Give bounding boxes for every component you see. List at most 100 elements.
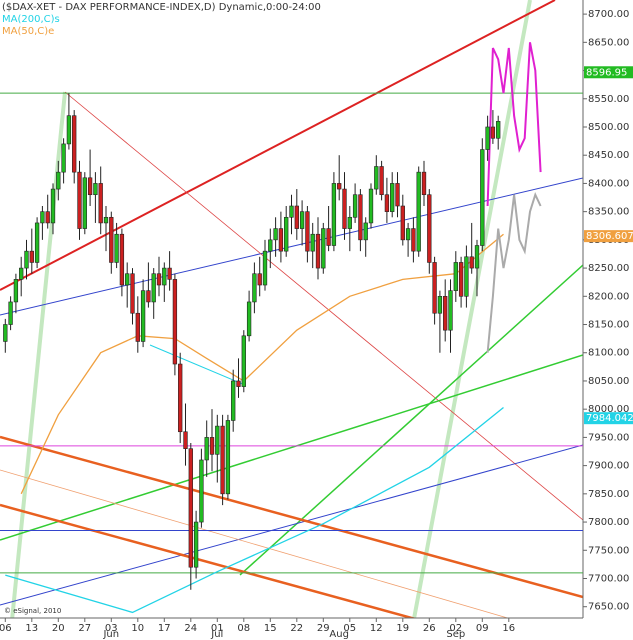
x-tick-label: 09 <box>476 623 489 634</box>
x-tick-label: 24 <box>184 623 197 634</box>
candle-body <box>485 126 490 150</box>
candle-body <box>278 228 284 252</box>
y-tick-label: 8650.00 <box>588 37 629 48</box>
series-line <box>5 406 504 614</box>
candle-body <box>82 177 87 229</box>
candle-body <box>8 301 13 325</box>
x-tick-label: 19 <box>396 623 409 634</box>
candle-body <box>474 245 480 269</box>
month-label: Jul <box>210 629 223 640</box>
candle-body <box>421 171 427 196</box>
price-marker <box>584 66 633 79</box>
chart-title: ($DAX-XET - DAX PERFORMANCE-INDEX,D) Dyn… <box>2 2 321 13</box>
candle-body <box>321 228 326 269</box>
candle-body <box>262 250 268 286</box>
candle-body <box>61 143 66 173</box>
x-tick-label: 10 <box>131 623 144 634</box>
candle-body <box>140 290 146 342</box>
trendline <box>0 354 583 541</box>
x-tick-label: 20 <box>52 623 65 634</box>
trendline <box>10 91 67 618</box>
candle-body <box>448 290 453 331</box>
candle-body <box>337 183 342 190</box>
candle-body <box>72 115 77 173</box>
candle-body <box>183 431 188 449</box>
series-line <box>20 233 504 495</box>
series-line <box>486 42 542 207</box>
month-label: Sep <box>446 629 465 640</box>
candle-body <box>130 273 135 314</box>
candle-body <box>125 273 130 286</box>
x-tick-label: 01 <box>211 623 224 634</box>
candle-body <box>458 262 464 297</box>
month-label: Jun <box>102 629 119 640</box>
trendline <box>0 435 583 599</box>
trendline <box>64 91 583 521</box>
candle-body <box>93 183 98 196</box>
trendline <box>149 344 246 386</box>
candle-body <box>114 233 119 263</box>
candle-body <box>464 256 469 297</box>
candle-body <box>352 194 358 218</box>
y-tick-label: 8200.00 <box>588 291 629 302</box>
candle-body <box>427 194 432 263</box>
candle-body <box>363 222 368 241</box>
y-tick-label: 8450.00 <box>588 150 629 161</box>
trendline <box>412 0 532 618</box>
candle-body <box>241 335 246 387</box>
y-tick-label: 8700.00 <box>588 9 629 20</box>
y-tick-label: 8350.00 <box>588 207 629 218</box>
candle-body <box>225 420 231 495</box>
y-tick-label: 7850.00 <box>588 489 629 500</box>
candle-body <box>178 363 183 433</box>
candle-body <box>135 312 140 342</box>
candle-body <box>66 115 72 145</box>
candle-body <box>3 324 8 342</box>
candle-body <box>299 211 305 229</box>
candle-body <box>87 177 93 196</box>
candle-body <box>151 273 156 303</box>
x-tick-label: 13 <box>25 623 38 634</box>
y-tick-label: 8000.00 <box>588 404 629 415</box>
y-tick-label: 8050.00 <box>588 376 629 387</box>
candle-body <box>40 211 45 224</box>
trendline <box>0 469 509 618</box>
candle-body <box>215 425 220 455</box>
x-tick-label: 08 <box>237 623 250 634</box>
legend-entry: MA(50,C)e <box>2 26 54 37</box>
candle-body <box>231 380 236 421</box>
y-tick-label: 8150.00 <box>588 320 629 331</box>
x-tick-label: 22 <box>290 623 303 634</box>
candle-body <box>268 239 273 252</box>
candle-body <box>400 205 405 241</box>
candle-body <box>257 273 262 286</box>
x-tick-label: 27 <box>78 623 91 634</box>
candle-body <box>379 166 384 196</box>
candle-body <box>162 267 167 286</box>
candle-body <box>252 273 257 303</box>
candle-body <box>305 211 310 252</box>
candle-body <box>209 437 215 455</box>
plot-area <box>0 42 583 614</box>
candle-body <box>405 228 411 241</box>
candle-body <box>358 194 363 241</box>
candle-body <box>294 205 299 229</box>
candle-body <box>443 296 448 331</box>
y-tick-label: 7650.00 <box>588 602 629 613</box>
candle-body <box>289 205 294 218</box>
y-tick-label: 8250.00 <box>588 263 629 274</box>
candle-body <box>490 126 496 139</box>
candle-body <box>77 171 82 229</box>
candle-body <box>469 256 474 269</box>
price-marker-label: 8596.95 <box>586 67 627 78</box>
trendline <box>0 444 583 606</box>
candle-body <box>199 459 204 523</box>
candle-body <box>188 448 193 568</box>
candle-body <box>273 228 278 241</box>
candle-body <box>24 250 29 269</box>
footer: © eSignal, 2010 <box>4 607 61 615</box>
candle-body <box>374 166 379 190</box>
price-marker <box>584 412 633 425</box>
x-tick-label: 06 <box>0 623 12 634</box>
